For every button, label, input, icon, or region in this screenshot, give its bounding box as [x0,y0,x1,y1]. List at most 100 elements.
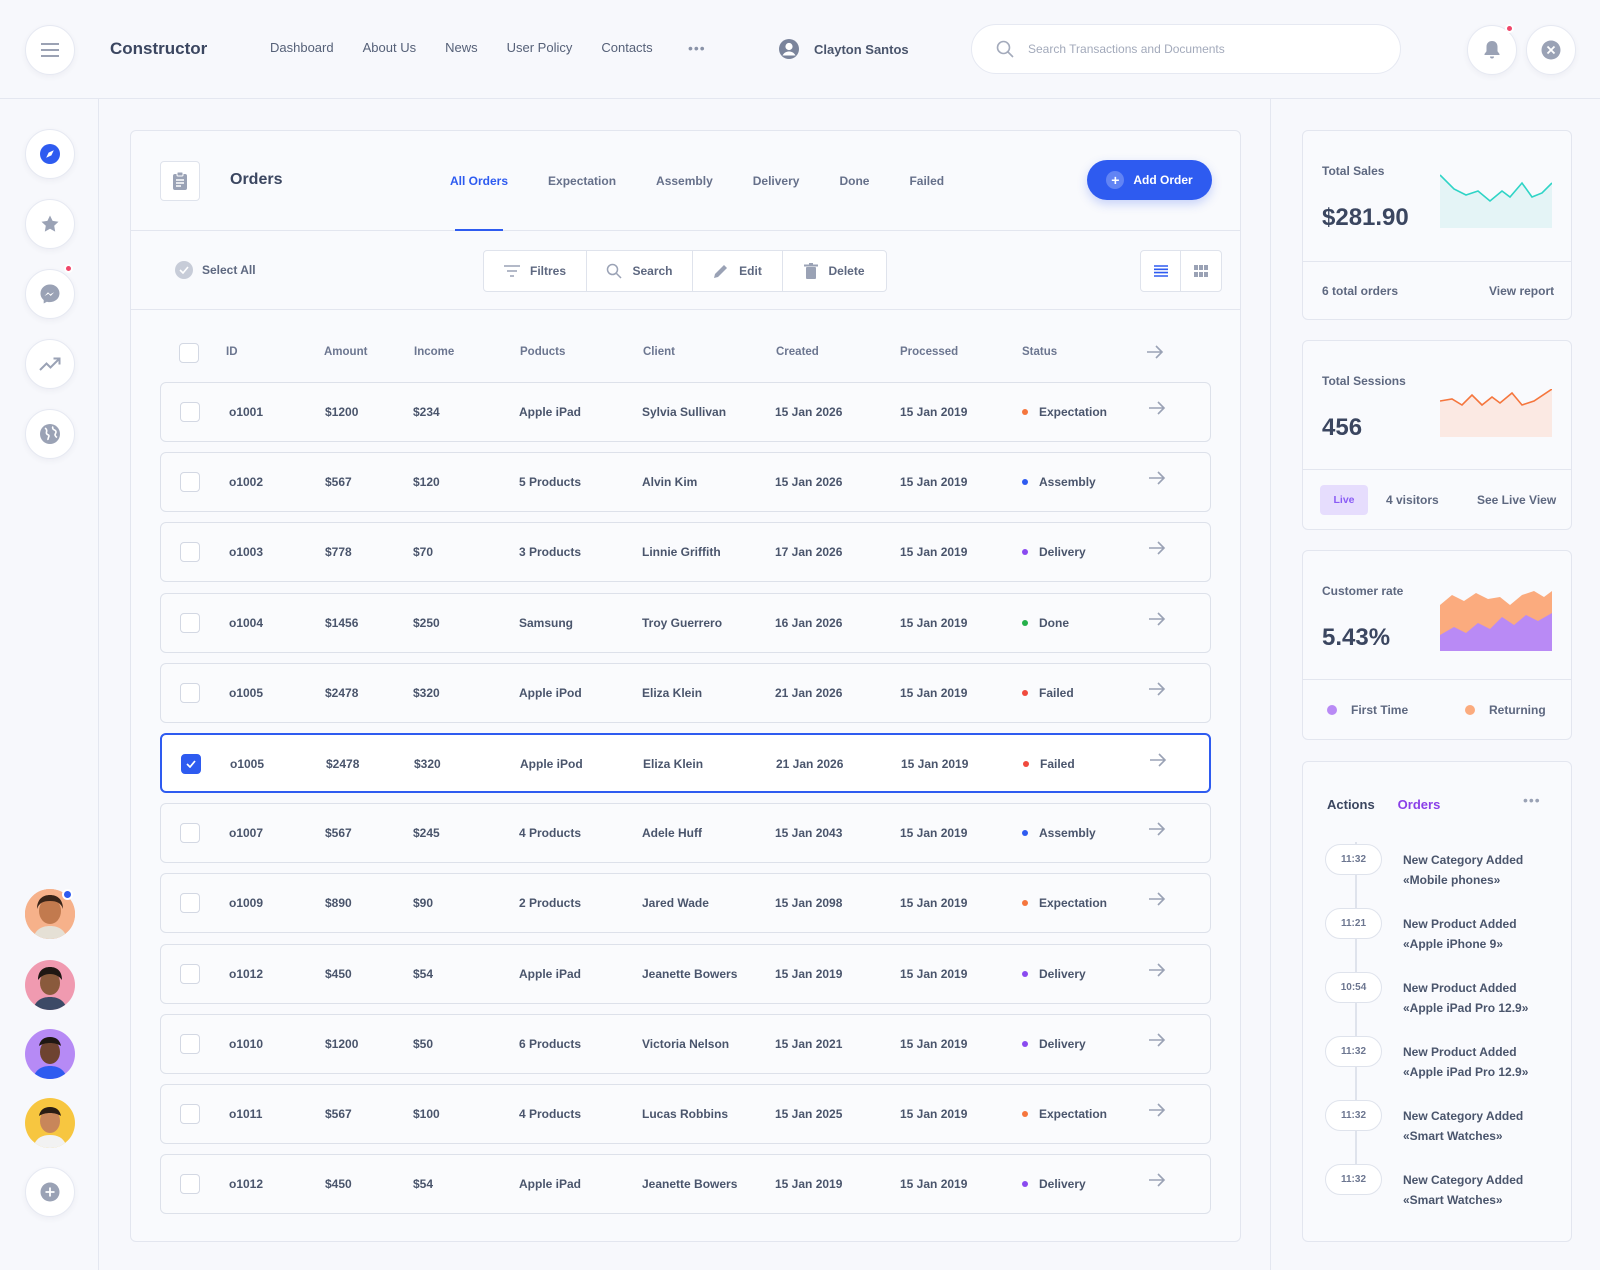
cell-amount: $1200 [325,1036,359,1051]
status-dot [1022,479,1028,486]
sidebar-analytics-button[interactable] [25,339,75,389]
menu-button[interactable] [25,25,75,75]
table-row[interactable]: o1011 $567 $100 4 Products Lucas Robbins 15 J… [160,1084,1211,1144]
tab-actions[interactable]: Actions [1327,797,1375,812]
add-user-button[interactable] [25,1167,75,1217]
cell-products: 5 Products [519,475,582,490]
table-row[interactable]: o1009 $890 $90 2 Products Jared Wade 15 Jan 2… [160,873,1211,934]
delete-button[interactable]: Delete [783,251,886,291]
grid-view-button[interactable] [1181,251,1221,291]
row-open-button[interactable] [1148,1172,1166,1191]
row-open-button[interactable] [1148,891,1166,910]
close-button[interactable] [1526,25,1576,75]
cell-id: o1004 [229,615,264,630]
row-checkbox[interactable] [180,963,200,984]
row-open-button[interactable] [1149,752,1167,771]
row-checkbox[interactable] [180,1104,200,1124]
activity-item[interactable]: 11:32 New Category Added «Mobile phones» [1325,844,1565,888]
table-row[interactable]: o1005 $2478 $320 Apple iPod Eliza Klein 21 Ja… [160,662,1211,723]
table-row[interactable]: o1002 $567 $120 5 Products Alvin Kim 15 Jan 2… [160,452,1211,513]
arrow-right-icon [1149,401,1166,415]
search-icon [607,263,623,279]
table-row[interactable]: o1004 $1456 $250 Samsung Troy Guerrero 16 Jan… [160,592,1211,653]
cell-income: $234 [413,405,440,419]
select-all-toggle[interactable]: Select All [175,261,256,279]
cell-client: Eliza Klein [643,757,704,771]
arrow-right-icon[interactable] [1146,344,1164,360]
nav-user-policy[interactable]: User Policy [506,40,573,55]
view-report-link[interactable]: View report [1489,284,1555,298]
table-row[interactable]: o1005 $2478 $320 Apple iPod Eliza Klein 21 Ja… [160,733,1211,793]
user-name: Clayton Santos [814,41,909,57]
tab-failed[interactable]: Failed [909,174,945,188]
row-open-button[interactable] [1148,962,1166,981]
col-income: Income [414,346,455,358]
user-menu[interactable]: Clayton Santos [778,38,909,60]
avatar-user-4[interactable] [25,1098,75,1148]
row-open-button[interactable] [1148,540,1166,559]
row-open-button[interactable] [1148,470,1166,489]
row-open-button[interactable] [1148,821,1166,840]
activity-more-button[interactable]: ••• [1523,792,1541,808]
row-checkbox[interactable] [180,612,200,633]
nav-dashboard[interactable]: Dashboard [270,40,334,55]
row-open-button[interactable] [1148,1032,1166,1051]
activity-item[interactable]: 11:32 New Product Added «Apple iPad Pro 12… [1325,1036,1565,1080]
row-open-button[interactable] [1148,681,1166,700]
filters-button[interactable]: Filtres [484,251,587,291]
see-live-view-link[interactable]: See Live View [1477,493,1557,507]
row-checkbox[interactable] [180,542,200,563]
table-row[interactable]: o1007 $567 $245 4 Products Adele Huff 15 Jan … [160,803,1211,864]
tab-expectation[interactable]: Expectation [548,174,617,188]
sidebar-explore-button[interactable] [25,129,75,179]
edit-button[interactable]: Edit [693,251,783,291]
table-row[interactable]: o1003 $778 $70 3 Products Linnie Griffith 17 … [160,522,1211,583]
tab-orders[interactable]: Orders [1397,797,1441,812]
header-checkbox[interactable] [179,343,199,363]
row-open-button[interactable] [1148,1102,1166,1121]
orders-tabs: All Orders Expectation Assembly Delivery… [450,174,945,231]
live-badge: Live [1320,485,1368,515]
table-row[interactable]: o1012 $450 $54 Apple iPad Jeanette Bowers 15 … [160,943,1211,1004]
notifications-button[interactable] [1467,25,1517,75]
activity-item[interactable]: 11:21 New Product Added «Apple iPhone 9» [1325,908,1565,952]
bell-icon [1484,41,1500,59]
arrow-right-icon [1150,753,1167,767]
table-row[interactable]: o1001 $1200 $234 Apple iPad Sylvia Sullivan 1… [160,382,1211,442]
row-checkbox[interactable] [180,1033,200,1054]
nav-news[interactable]: News [445,40,478,55]
sidebar-favorites-button[interactable] [25,199,75,249]
activity-item[interactable]: 11:32 New Category Added «Smart Watches» [1325,1100,1565,1144]
cell-created: 15 Jan 2025 [775,1107,843,1121]
row-open-button[interactable] [1148,400,1166,419]
tab-all-orders[interactable]: All Orders [450,174,509,231]
avatar-user-2[interactable] [25,960,75,1010]
row-checkbox[interactable] [180,823,200,844]
tab-assembly[interactable]: Assembly [656,174,713,188]
nav-contacts[interactable]: Contacts [601,40,653,55]
row-checkbox[interactable] [180,402,200,422]
nav-about-us[interactable]: About Us [362,40,417,55]
tab-done[interactable]: Done [839,174,870,188]
row-checkbox[interactable] [180,682,200,703]
table-row[interactable]: o1012 $450 $54 Apple iPad Jeanette Bowers 15 … [160,1154,1211,1215]
search-input[interactable] [1028,42,1368,56]
row-checkbox[interactable] [180,472,200,493]
avatar-user-3[interactable] [25,1029,75,1079]
search-orders-button[interactable]: Search [587,251,693,291]
activity-item[interactable]: 10:54 New Product Added «Apple iPad Pro 12… [1325,972,1565,1016]
row-open-button[interactable] [1148,611,1166,630]
row-checkbox[interactable] [180,1174,200,1195]
customer-rate-card: Customer rate 5.43% First Time Returning [1302,550,1572,740]
nav-more-button[interactable]: ••• [688,40,706,56]
row-checkbox[interactable] [181,754,201,774]
tab-delivery[interactable]: Delivery [752,174,800,188]
sidebar-messages-button[interactable] [25,269,75,319]
cell-income: $54 [413,1177,434,1192]
sidebar-global-button[interactable] [25,409,75,459]
list-view-button[interactable] [1141,251,1181,291]
activity-item[interactable]: 11:32 New Category Added «Smart Watches» [1325,1164,1565,1208]
add-order-button[interactable]: + Add Order [1087,160,1212,200]
table-row[interactable]: o1010 $1200 $50 6 Products Victoria Nelson 15… [160,1013,1211,1074]
row-checkbox[interactable] [180,893,200,914]
